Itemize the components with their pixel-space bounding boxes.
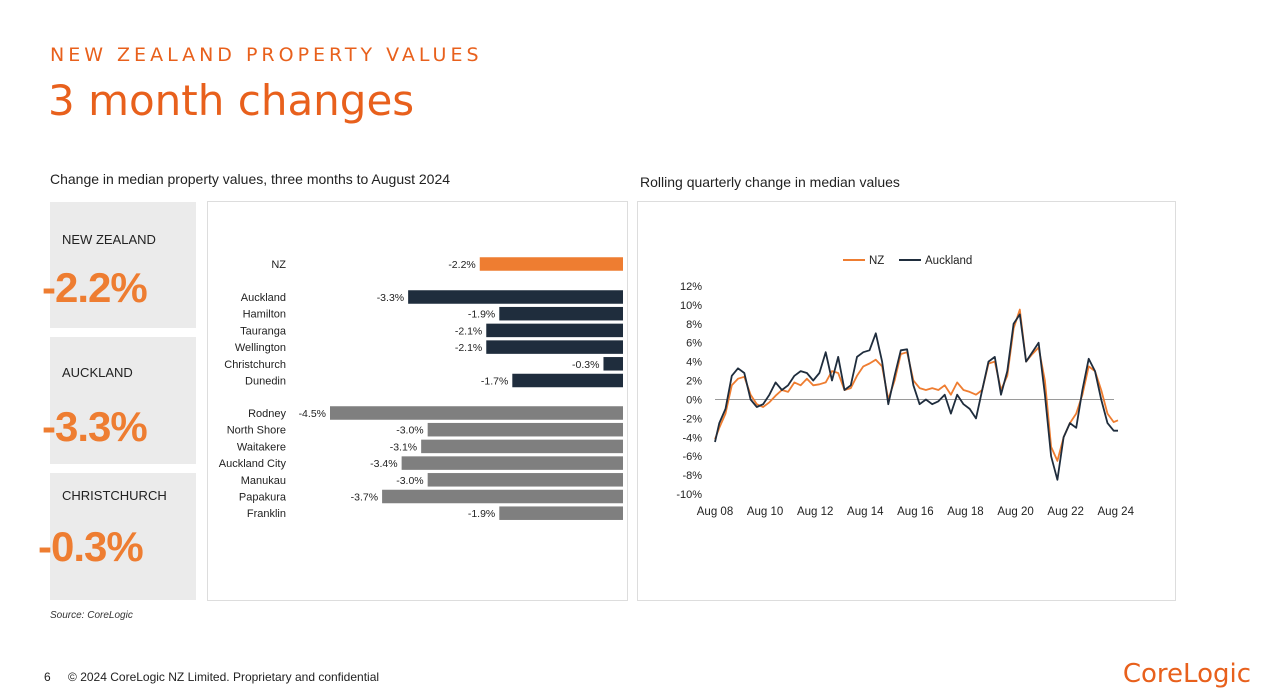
bar-chart-panel: NZ -2.2% Auckland -3.3% Hamilton -1.9% Taurang…: [207, 201, 628, 601]
value-label-nz: -2.2%: [448, 259, 475, 271]
footer: 6 © 2024 CoreLogic NZ Limited. Proprieta…: [44, 670, 379, 684]
kpi-value: -0.3%: [38, 523, 144, 570]
category-label-waitakere: Waitakere: [237, 441, 286, 453]
series-line-auckland: [714, 313, 1118, 481]
category-label-auckland-city: Auckland City: [219, 458, 287, 470]
x-tick-label: Aug 18: [947, 506, 983, 518]
value-label-manukau: -3.0%: [396, 475, 423, 487]
value-label-auckland: -3.3%: [377, 292, 404, 304]
category-label-christchurch: Christchurch: [224, 359, 286, 371]
category-label-manukau: Manukau: [241, 475, 286, 487]
category-label-franklin: Franklin: [247, 508, 286, 520]
page-title: 3 month changes: [48, 76, 415, 125]
value-label-christchurch: -0.3%: [572, 359, 599, 371]
bar-auckland-city: [401, 456, 623, 470]
x-tick-label: Aug 10: [747, 506, 783, 518]
bar-waitakere: [421, 439, 623, 454]
kpi-label: NEW ZEALAND: [62, 232, 156, 247]
kpi-value: -3.3%: [42, 403, 148, 450]
value-label-dunedin: -1.7%: [481, 376, 508, 388]
x-tick-label: Aug 08: [697, 506, 733, 518]
y-tick-label: 4%: [686, 357, 702, 369]
kpi-label: AUCKLAND: [62, 365, 133, 380]
legend-label-auckland: Auckland: [925, 255, 972, 267]
line-chart-panel: 12% 10% 8% 6% 4% 2% 0% -2% -4% -6% -8% -10% Aug 08 Au…: [637, 201, 1176, 601]
y-tick-label: 2%: [686, 376, 702, 388]
kpi-value: -2.2%: [42, 264, 148, 311]
value-label-tauranga: -2.1%: [455, 325, 482, 337]
bar-dunedin: [512, 373, 623, 388]
copyright-text: © 2024 CoreLogic NZ Limited. Proprietary…: [68, 670, 380, 684]
x-tick-label: Aug 24: [1098, 506, 1135, 518]
page-eyebrow: NEW ZEALAND PROPERTY VALUES: [50, 44, 483, 66]
y-tick-label: -6%: [682, 451, 702, 463]
category-label-wellington: Wellington: [235, 342, 286, 354]
x-tick-label: Aug 20: [997, 506, 1033, 518]
value-label-papakura: -3.7%: [351, 492, 378, 504]
category-label-auckland: Auckland: [241, 292, 286, 304]
y-tick-label: -4%: [682, 432, 702, 444]
source-note: Source: CoreLogic: [50, 610, 133, 621]
bar-chart: NZ -2.2% Auckland -3.3% Hamilton -1.9% Taurang…: [219, 257, 623, 520]
kpi-card-auckland: AUCKLAND -3.3%: [42, 337, 196, 464]
bar-hamilton: [499, 306, 623, 321]
value-label-north-shore: -3.0%: [396, 425, 423, 437]
y-tick-label: 10%: [680, 300, 702, 312]
kpi-card-new-zealand: NEW ZEALAND -2.2%: [42, 202, 196, 328]
x-tick-label: Aug 14: [847, 506, 884, 518]
value-label-waitakere: -3.1%: [390, 441, 417, 453]
bar-chart-title: Change in median property values, three …: [50, 171, 451, 187]
x-tick-label: Aug 22: [1047, 506, 1083, 518]
category-label-north-shore: North Shore: [227, 425, 286, 437]
bar-nz: [479, 257, 623, 271]
value-label-auckland-city: -3.4%: [370, 458, 397, 470]
legend-label-nz: NZ: [869, 255, 884, 267]
bar-manukau: [427, 473, 623, 487]
bar-tauranga: [486, 323, 623, 338]
page-number: 6: [44, 670, 51, 684]
y-tick-label: -10%: [676, 489, 702, 501]
y-tick-label: 8%: [686, 319, 702, 331]
line-chart-title: Rolling quarterly change in median value…: [640, 174, 900, 190]
bar-papakura: [382, 489, 623, 504]
y-tick-label: 6%: [686, 338, 702, 350]
category-label-rodney: Rodney: [248, 408, 286, 420]
category-label-dunedin: Dunedin: [245, 376, 286, 388]
value-label-wellington: -2.1%: [455, 342, 482, 354]
category-label-nz: NZ: [271, 259, 286, 271]
line-chart: 12% 10% 8% 6% 4% 2% 0% -2% -4% -6% -8% -10% Aug 08 Au…: [676, 255, 1135, 518]
kpi-card-christchurch: CHRISTCHURCH -0.3%: [38, 473, 196, 600]
x-tick-label: Aug 16: [897, 506, 933, 518]
category-label-hamilton: Hamilton: [243, 309, 286, 321]
y-tick-label: 0%: [686, 394, 702, 406]
value-label-rodney: -4.5%: [299, 408, 326, 420]
category-label-tauranga: Tauranga: [240, 325, 287, 337]
kpi-label: CHRISTCHURCH: [62, 488, 167, 503]
corelogic-logo: CoreLogic: [1122, 659, 1251, 689]
bar-wellington: [486, 340, 623, 354]
y-tick-label: -2%: [682, 413, 702, 425]
category-label-papakura: Papakura: [239, 492, 287, 504]
bar-franklin: [499, 506, 623, 520]
x-tick-label: Aug 12: [797, 506, 833, 518]
value-label-hamilton: -1.9%: [468, 309, 495, 321]
series-line-nz: [714, 308, 1119, 462]
value-label-franklin: -1.9%: [468, 508, 495, 520]
y-tick-label: 12%: [680, 281, 702, 293]
bar-auckland: [408, 290, 623, 304]
bar-north-shore: [427, 422, 623, 437]
y-tick-label: -8%: [682, 470, 702, 482]
bar-christchurch: [603, 357, 623, 371]
bar-rodney: [330, 406, 623, 420]
